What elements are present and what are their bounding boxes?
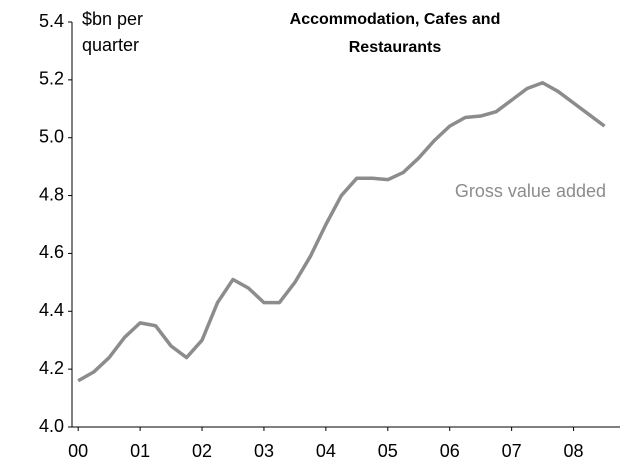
y-axis-label: $bn per	[82, 9, 143, 29]
x-tick-label: 07	[502, 441, 522, 461]
y-tick-label: 4.0	[39, 416, 64, 436]
x-tick-label: 03	[254, 441, 274, 461]
y-tick-label: 5.4	[39, 11, 64, 31]
y-tick-label: 4.4	[39, 300, 64, 320]
x-tick-label: 04	[316, 441, 336, 461]
x-tick-label: 05	[378, 441, 398, 461]
annotation: Gross value added	[455, 181, 606, 201]
chart-title: Accommodation, Cafes and	[290, 11, 501, 28]
y-tick-label: 5.2	[39, 69, 64, 89]
x-tick-label: 00	[68, 441, 88, 461]
x-tick-label: 06	[440, 441, 460, 461]
x-tick-label: 02	[192, 441, 212, 461]
y-tick-label: 4.8	[39, 184, 64, 204]
x-tick-label: 01	[130, 441, 150, 461]
y-tick-label: 4.6	[39, 242, 64, 262]
x-tick-label: 08	[564, 441, 584, 461]
line	[77, 81, 606, 383]
chart-title: Restaurants	[349, 39, 442, 56]
y-axis-label: quarter	[82, 35, 139, 55]
y-tick-label: 4.2	[39, 358, 64, 378]
y-tick-label: 5.0	[39, 126, 64, 146]
